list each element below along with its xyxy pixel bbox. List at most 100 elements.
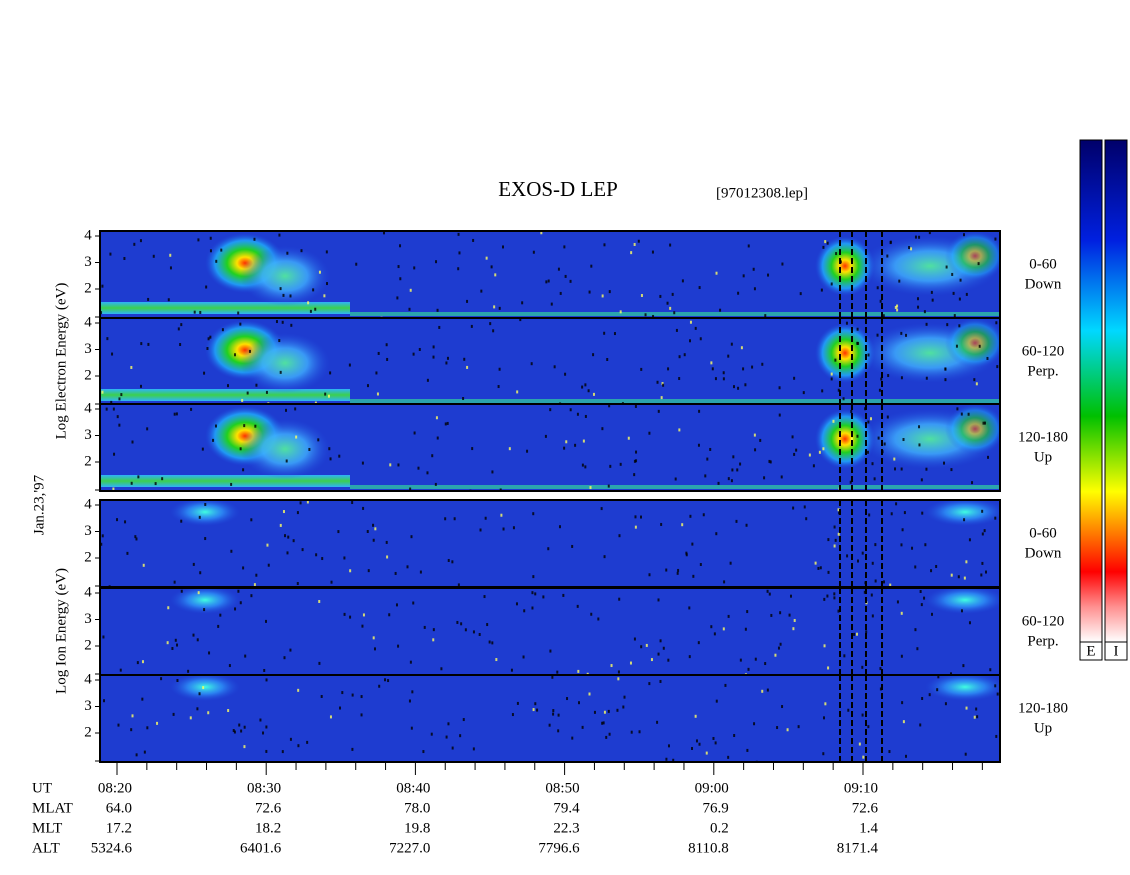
- noise-dot: [131, 714, 134, 718]
- spectrogram-panel: [99, 674, 1001, 763]
- noise-dot: [715, 271, 718, 275]
- noise-dot: [691, 542, 694, 546]
- noise-dot: [297, 744, 300, 748]
- noise-dot: [351, 693, 354, 697]
- noise-dot: [968, 621, 971, 625]
- noise-dot: [886, 415, 889, 419]
- noise-dot: [722, 371, 725, 375]
- noise-dot: [958, 297, 961, 301]
- noise-dot: [202, 686, 205, 690]
- noise-dot: [367, 569, 370, 573]
- noise-dot: [889, 241, 892, 245]
- noise-dot: [118, 423, 121, 427]
- noise-dot: [652, 314, 655, 318]
- noise-dot: [435, 260, 438, 264]
- noise-dot: [963, 576, 966, 580]
- noise-dot: [412, 601, 415, 605]
- noise-dot: [553, 365, 556, 369]
- noise-dot: [246, 391, 249, 395]
- noise-dot: [727, 354, 730, 358]
- noise-dot: [753, 433, 756, 437]
- noise-dot: [876, 333, 879, 337]
- noise-dot: [502, 245, 505, 249]
- noise-dot: [299, 501, 302, 505]
- noise-dot: [227, 709, 230, 713]
- noise-dot: [301, 548, 304, 552]
- noise-dot: [644, 313, 647, 317]
- noise-dot: [209, 249, 212, 253]
- noise-dot: [975, 382, 978, 386]
- noise-dot: [965, 706, 968, 710]
- noise-dot: [434, 482, 437, 486]
- row-value: 78.0: [404, 800, 430, 816]
- panel-content: [100, 231, 1000, 318]
- noise-dot: [287, 535, 290, 539]
- noise-dot: [265, 749, 268, 753]
- noise-dot: [512, 526, 515, 530]
- low-energy-band: [350, 399, 1000, 403]
- noise-dot: [619, 462, 622, 466]
- noise-dot: [130, 365, 133, 369]
- noise-dot: [698, 286, 701, 290]
- noise-dot: [466, 365, 469, 369]
- noise-dot: [603, 331, 606, 335]
- noise-dot: [100, 542, 103, 546]
- noise-dot: [968, 538, 971, 542]
- noise-dot: [230, 549, 233, 553]
- noise-dot: [351, 747, 354, 751]
- noise-dot: [727, 477, 730, 481]
- noise-dot: [602, 721, 605, 725]
- noise-dot: [737, 291, 740, 295]
- noise-dot: [366, 529, 369, 533]
- noise-dot: [616, 708, 619, 712]
- noise-dot: [174, 638, 177, 642]
- noise-dot: [689, 514, 692, 518]
- panel-content: [102, 588, 1000, 675]
- noise-dot: [606, 357, 609, 361]
- row-value: 09:10: [844, 780, 878, 796]
- noise-dot: [656, 380, 659, 384]
- noise-dot: [193, 310, 196, 314]
- noise-dot: [325, 250, 328, 254]
- noise-dot: [674, 477, 677, 481]
- noise-dot: [551, 675, 554, 679]
- noise-dot: [995, 321, 998, 325]
- noise-dot: [130, 481, 133, 485]
- spectrogram-panel: [99, 403, 1001, 492]
- noise-dot: [314, 307, 317, 311]
- noise-dot: [378, 684, 381, 688]
- noise-dot: [130, 728, 133, 732]
- noise-dot: [196, 707, 199, 711]
- noise-dot: [657, 652, 660, 656]
- noise-dot: [453, 517, 456, 521]
- noise-dot: [935, 564, 938, 568]
- noise-dot: [285, 408, 288, 412]
- noise-dot: [329, 371, 332, 375]
- noise-dot: [139, 239, 142, 243]
- noise-dot: [203, 371, 206, 375]
- noise-dot: [592, 392, 595, 396]
- noise-dot: [808, 453, 811, 457]
- noise-dot: [190, 407, 193, 411]
- noise-dot: [949, 672, 952, 675]
- noise-dot: [278, 339, 281, 343]
- low-energy-band: [100, 389, 350, 401]
- noise-dot: [976, 715, 979, 719]
- y-tick-label: 4: [84, 671, 92, 687]
- noise-dot: [457, 583, 460, 587]
- row-label: UT: [32, 780, 52, 796]
- noise-dot: [147, 342, 150, 346]
- noise-dot: [747, 667, 750, 671]
- row-value: 0.2: [710, 820, 729, 836]
- noise-dot: [118, 397, 121, 401]
- noise-dot: [894, 305, 897, 309]
- noise-dot: [814, 561, 817, 565]
- noise-dot: [826, 241, 829, 245]
- noise-dot: [914, 628, 917, 632]
- noise-dot: [900, 331, 903, 335]
- noise-dot: [704, 474, 707, 478]
- noise-dot: [432, 638, 435, 642]
- noise-dot: [515, 602, 518, 606]
- noise-dot: [318, 599, 321, 603]
- noise-dot: [633, 637, 636, 641]
